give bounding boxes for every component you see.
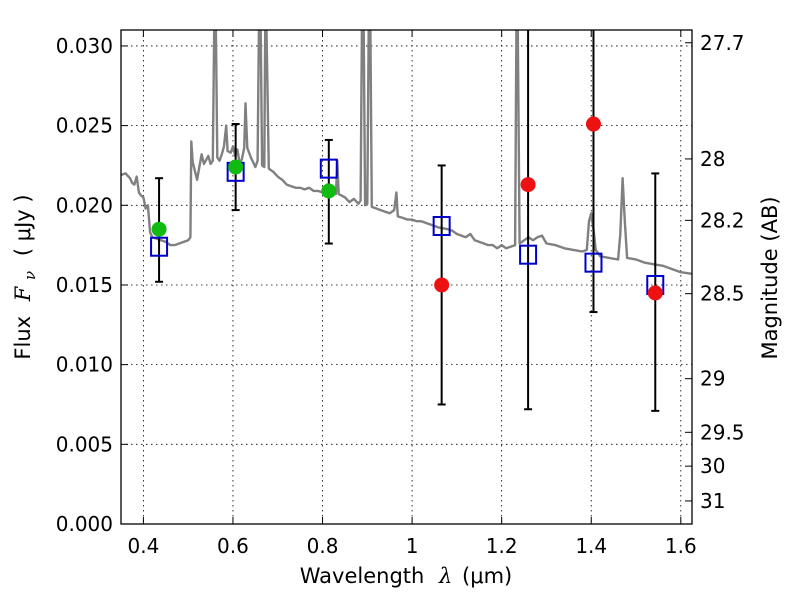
y-tick-label: 0.030 bbox=[56, 34, 113, 58]
observed-point-detected bbox=[228, 159, 244, 175]
y-tick-label: 0.010 bbox=[56, 353, 113, 377]
model-photometry-square bbox=[319, 158, 338, 179]
y2-tick-label: 31 bbox=[700, 489, 725, 513]
model-photometry-square bbox=[150, 236, 169, 257]
observed-point-low-snr bbox=[585, 116, 601, 132]
observed-point-low-snr bbox=[647, 285, 663, 301]
x-tick-label: 0.6 bbox=[217, 534, 249, 558]
observed-point-detected bbox=[151, 221, 167, 237]
observed-point-detected bbox=[321, 183, 337, 199]
plot-frame bbox=[120, 29, 693, 525]
model-sed-layer bbox=[121, 30, 692, 275]
y2-tick-label: 28.5 bbox=[700, 282, 745, 306]
model-photometry-square bbox=[519, 244, 538, 265]
y-tick-label: 0.015 bbox=[56, 273, 113, 297]
model-photometry-layer bbox=[150, 158, 665, 295]
y2-tick-label: 29 bbox=[700, 367, 725, 391]
x-tick-label: 1 bbox=[406, 534, 419, 558]
observed-point-low-snr bbox=[434, 277, 450, 293]
observed-photometry-layer bbox=[151, 116, 663, 301]
model-photometry-square bbox=[432, 216, 451, 237]
model-photometry-square bbox=[584, 252, 603, 273]
x-tick-label: 0.8 bbox=[307, 534, 339, 558]
y-tick-label: 0.020 bbox=[56, 193, 113, 217]
y2-tick-label: 27.7 bbox=[700, 31, 745, 55]
x-tick-label: 1.4 bbox=[575, 534, 607, 558]
y-tick-label: 0.025 bbox=[56, 114, 113, 138]
y-tick-label: 0.000 bbox=[56, 512, 113, 536]
x-tick-label: 1.2 bbox=[486, 534, 518, 558]
y2-tick-label: 28 bbox=[700, 147, 725, 171]
x-tick-label: 0.4 bbox=[127, 534, 159, 558]
x-axis-label: Wavelength λ (μm) bbox=[300, 564, 512, 588]
x-tick-label: 1.6 bbox=[665, 534, 697, 558]
y-axis-label: Flux F ν ( μJy ) bbox=[11, 194, 40, 359]
axis-ticks: 0.4 0.6 0.8 1 1.2 1.4 1.6 0.000 0.005 0.010 0.015 0… bbox=[56, 30, 745, 558]
y2-axis-label: Magnitude (AB) bbox=[758, 196, 782, 359]
model-sed-line bbox=[121, 30, 692, 275]
y-tick-label: 0.005 bbox=[56, 432, 113, 456]
y2-tick-label: 30 bbox=[700, 454, 725, 478]
y2-tick-label: 29.5 bbox=[700, 420, 745, 444]
observed-point-low-snr bbox=[520, 177, 536, 193]
y2-tick-label: 28.2 bbox=[700, 208, 745, 232]
